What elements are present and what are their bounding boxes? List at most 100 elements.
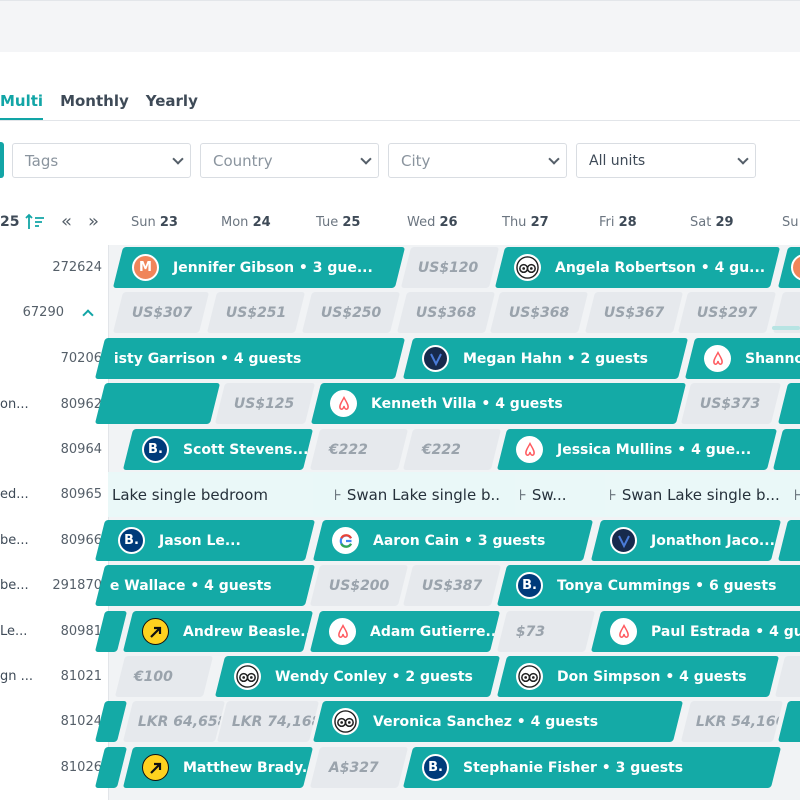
price-cell[interactable]: €222 [309,429,409,470]
unit-name[interactable]: gn ... [0,669,34,684]
booking-label: Megan Hahn • 2 guests [463,350,648,367]
tab-multi[interactable]: Multi [0,88,44,120]
price-cell[interactable]: US$250 [301,292,401,333]
view-tabs: Multi Monthly Yearly [0,88,215,122]
price-cell[interactable]: US$307 [112,292,210,333]
unit-id[interactable]: 80962 [60,397,102,412]
unit-id[interactable]: 70206 [60,351,102,366]
booking-bar[interactable]: Aaron Cain • 3 guests [312,520,594,561]
tab-yearly[interactable]: Yearly [145,92,198,110]
booking-bar[interactable]: Angela Robertson • 4 gu... [494,247,781,288]
unit-name[interactable]: be... [0,578,29,593]
booking-com-icon: B. [422,754,449,781]
unit-name[interactable]: Le... [0,624,28,639]
block-bar[interactable]: Lake single bedroom [108,474,313,515]
vrbo-icon [422,345,449,372]
booking-bar[interactable]: Adam Gutierre... [309,611,501,652]
booking-bar[interactable]: Jonathon Jaco... [590,520,782,561]
booking-bar[interactable]: Veronica Sanchez • 4 guests [312,701,684,742]
price-cell[interactable]: US$368 [396,292,496,333]
sort-ascending-icon[interactable] [24,212,46,232]
booking-bar[interactable]: B. Jason Le... [94,520,316,561]
booking-bar[interactable]: Andrew Beasle... [122,611,314,652]
tags-filter[interactable]: Tags [12,143,191,178]
price-label: US$120 [418,259,479,276]
tripadvisor-icon [234,663,261,690]
booking-bar[interactable] [94,383,221,424]
tripadvisor-icon [514,254,541,281]
price-cell[interactable]: LKR 74,168 [216,701,320,742]
booking-bar[interactable]: Don Simpson • 4 guests [496,656,780,697]
booking-bar[interactable]: Paul Estrada • 4 guests [590,611,800,652]
block-bar[interactable]: ⊦ [790,474,800,515]
unit-id[interactable]: 81026 [60,760,102,775]
block-label: Swan Lake single b... [621,485,780,504]
unit-id[interactable]: 81024 [60,714,102,729]
booking-bar[interactable]: M Jennifer Gibson • 3 gue... [112,247,406,288]
price-cell[interactable]: US$251 [206,292,306,333]
price-cell[interactable]: US$200 [309,565,409,606]
booking-com-icon: B. [142,436,169,463]
unit-id[interactable]: 80964 [60,442,102,457]
price-cell[interactable]: US$373 [680,383,782,424]
guest-avatar: M [132,254,159,281]
booking-bar[interactable]: B. Stephanie Fisher • 3 guests [402,747,782,788]
price-cell[interactable]: US$387 [402,565,502,606]
double-chevron-right-icon[interactable]: » [88,211,100,232]
country-filter[interactable]: Country [200,143,379,178]
price-cell[interactable]: US$297 [677,292,777,333]
booking-bar[interactable]: Wendy Conley • 2 guests [214,656,501,697]
booking-label: Shannon [745,350,800,367]
unit-id[interactable]: 81021 [60,669,102,684]
airbnb-icon [704,345,731,372]
block-bar[interactable]: ⊦ Sw... [515,474,590,515]
city-filter[interactable]: City [388,143,567,178]
booking-label: Jessica Mullins • 4 gue... [557,441,752,458]
block-bar[interactable]: ⊦ Swan Lake single b... [330,474,500,515]
booking-bar[interactable]: Shannon [684,338,800,379]
price-cell[interactable]: US$125 [214,383,316,424]
unit-name[interactable]: be... [0,533,29,548]
unit-id[interactable]: 67290 [22,305,64,320]
price-cell[interactable]: A$327 [309,747,409,788]
price-cell[interactable]: LKR 54,166 [680,701,784,742]
chevron-up-icon[interactable] [82,309,94,321]
unit-id[interactable]: 80965 [60,487,102,502]
filter-toggle-button[interactable] [0,142,4,178]
booking-bar[interactable]: B. Scott Stevens... [122,429,314,470]
booking-bar[interactable]: isty Garrison • 4 guests [94,338,406,379]
price-cell[interactable]: US$367 [584,292,684,333]
unit-name[interactable]: ed... [0,487,29,502]
price-cell[interactable]: LKR 64,658 [122,701,226,742]
price-label: US$368 [416,304,477,321]
booking-com-icon: B. [118,527,145,554]
booking-bar[interactable]: Megan Hahn • 2 guests [402,338,689,379]
booking-label: Don Simpson • 4 guests [557,668,747,685]
booking-label: Jennifer Gibson • 3 gue... [173,259,373,276]
double-chevron-left-icon[interactable]: « [61,211,73,232]
unit-id[interactable]: 291870 [52,578,102,593]
booking-bar[interactable]: Matthew Brady... [122,747,314,788]
price-cell[interactable]: US$120 [400,247,500,288]
booking-bar[interactable]: e Wallace • 4 guests [94,565,316,606]
google-icon [332,527,359,554]
unit-id[interactable]: 272624 [52,260,102,275]
unit-name[interactable]: on... [0,397,29,412]
block-bar[interactable]: ⊦ Swan Lake single b... [605,474,780,515]
booking-bar[interactable]: B. Tonya Cummings • 6 guests [496,565,800,606]
price-cell[interactable]: US$368 [489,292,589,333]
block-marker-icon: ⊦ [519,485,527,504]
price-cell[interactable]: $73 [496,611,596,652]
booking-label: Jonathon Jaco... [651,532,775,549]
day-header: Thu 27 [502,215,549,230]
unit-id[interactable]: 80981 [60,624,102,639]
tab-monthly[interactable]: Monthly [60,92,129,110]
chevron-down-icon [360,152,372,165]
booking-bar[interactable]: Kenneth Villa • 4 guests [310,383,687,424]
units-filter[interactable]: All units [576,143,756,178]
price-label: US$251 [226,304,287,321]
unit-id[interactable]: 80966 [60,533,102,548]
price-cell[interactable]: €100 [114,656,214,697]
price-cell[interactable]: €222 [402,429,502,470]
booking-bar[interactable]: Jessica Mullins • 4 gue... [496,429,778,470]
